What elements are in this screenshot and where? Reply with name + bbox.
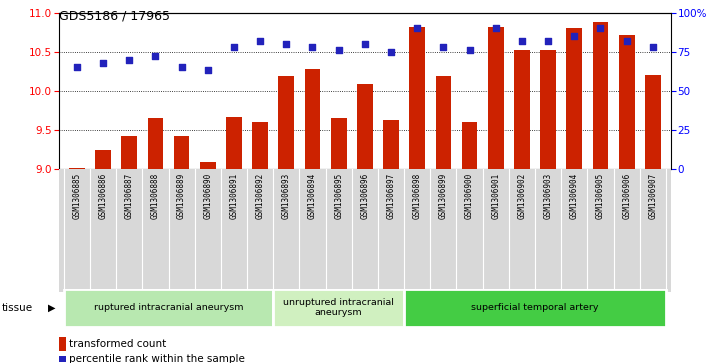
Text: GSM1306892: GSM1306892 bbox=[256, 172, 265, 219]
Point bbox=[568, 33, 580, 39]
Point bbox=[333, 47, 344, 53]
Bar bbox=[95, 150, 111, 169]
Point bbox=[464, 47, 476, 53]
Text: GSM1306899: GSM1306899 bbox=[439, 172, 448, 219]
Bar bbox=[64, 289, 273, 327]
Point bbox=[359, 41, 371, 47]
Bar bbox=[121, 136, 137, 169]
Text: GSM1306891: GSM1306891 bbox=[229, 172, 238, 219]
Text: GSM1306896: GSM1306896 bbox=[361, 172, 369, 219]
Text: GDS5186 / 17965: GDS5186 / 17965 bbox=[59, 9, 169, 22]
Bar bbox=[273, 289, 404, 327]
Text: percentile rank within the sample: percentile rank within the sample bbox=[69, 354, 245, 363]
Point bbox=[595, 25, 606, 31]
Text: GSM1306890: GSM1306890 bbox=[203, 172, 212, 219]
Bar bbox=[226, 117, 242, 169]
Text: GSM1306900: GSM1306900 bbox=[465, 172, 474, 219]
Bar bbox=[278, 76, 294, 169]
Text: GSM1306894: GSM1306894 bbox=[308, 172, 317, 219]
Bar bbox=[409, 27, 425, 169]
Text: transformed count: transformed count bbox=[69, 339, 166, 349]
Point bbox=[386, 49, 397, 54]
Bar bbox=[404, 289, 666, 327]
Text: GSM1306907: GSM1306907 bbox=[648, 172, 658, 219]
Bar bbox=[436, 76, 451, 169]
Text: GSM1306902: GSM1306902 bbox=[518, 172, 526, 219]
Text: ruptured intracranial aneurysm: ruptured intracranial aneurysm bbox=[94, 303, 243, 312]
Text: GSM1306903: GSM1306903 bbox=[543, 172, 553, 219]
Bar bbox=[305, 69, 321, 169]
Point bbox=[124, 57, 135, 62]
Bar bbox=[593, 22, 608, 169]
Bar bbox=[540, 50, 556, 169]
Point bbox=[176, 64, 187, 70]
Bar bbox=[200, 162, 216, 169]
Point bbox=[516, 38, 528, 44]
Text: GSM1306898: GSM1306898 bbox=[413, 172, 422, 219]
Bar bbox=[59, 356, 66, 362]
Bar bbox=[252, 122, 268, 169]
Point bbox=[228, 44, 240, 50]
Bar bbox=[566, 28, 582, 169]
Point bbox=[202, 68, 213, 73]
Text: tissue: tissue bbox=[1, 303, 33, 313]
Point bbox=[97, 60, 109, 66]
Text: GSM1306895: GSM1306895 bbox=[334, 172, 343, 219]
Text: superficial temporal artery: superficial temporal artery bbox=[471, 303, 599, 312]
Bar bbox=[148, 118, 164, 169]
Bar bbox=[645, 75, 660, 169]
Text: GSM1306905: GSM1306905 bbox=[596, 172, 605, 219]
Point bbox=[490, 25, 501, 31]
Bar bbox=[488, 27, 503, 169]
Text: GSM1306888: GSM1306888 bbox=[151, 172, 160, 219]
Text: GSM1306885: GSM1306885 bbox=[72, 172, 81, 219]
Text: GSM1306887: GSM1306887 bbox=[125, 172, 134, 219]
Text: GSM1306901: GSM1306901 bbox=[491, 172, 501, 219]
Point bbox=[150, 53, 161, 59]
Point bbox=[281, 41, 292, 47]
Text: GSM1306889: GSM1306889 bbox=[177, 172, 186, 219]
Bar bbox=[383, 121, 399, 169]
Point bbox=[307, 44, 318, 50]
Point bbox=[621, 38, 633, 44]
Text: GSM1306886: GSM1306886 bbox=[99, 172, 108, 219]
Bar bbox=[619, 34, 635, 169]
Bar bbox=[331, 118, 346, 169]
Bar bbox=[357, 84, 373, 169]
Text: GSM1306897: GSM1306897 bbox=[386, 172, 396, 219]
Point bbox=[411, 25, 423, 31]
Bar bbox=[174, 136, 189, 169]
Point bbox=[543, 38, 554, 44]
Text: GSM1306906: GSM1306906 bbox=[622, 172, 631, 219]
Text: GSM1306904: GSM1306904 bbox=[570, 172, 579, 219]
Point bbox=[438, 44, 449, 50]
Text: GSM1306893: GSM1306893 bbox=[282, 172, 291, 219]
Text: ▶: ▶ bbox=[47, 303, 55, 313]
Text: unruptured intracranial
aneurysm: unruptured intracranial aneurysm bbox=[283, 298, 394, 317]
Point bbox=[71, 64, 83, 70]
Bar bbox=[69, 168, 85, 169]
Point bbox=[254, 38, 266, 44]
Bar bbox=[462, 122, 478, 169]
Point bbox=[647, 44, 658, 50]
Bar bbox=[514, 50, 530, 169]
